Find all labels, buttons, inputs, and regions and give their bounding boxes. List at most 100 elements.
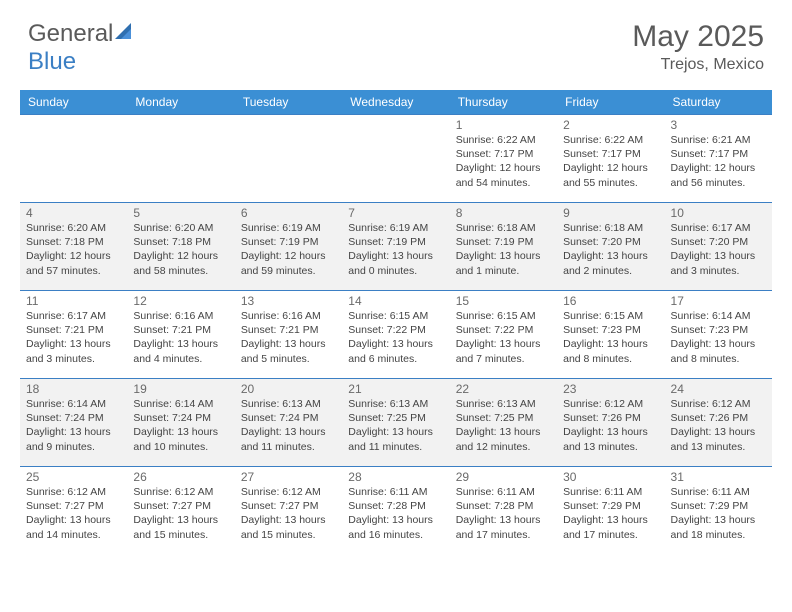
sunrise-line: Sunrise: 6:19 AM bbox=[348, 221, 443, 235]
daylight-line: Daylight: 12 hours and 59 minutes. bbox=[241, 249, 336, 277]
sunrise-line: Sunrise: 6:12 AM bbox=[133, 485, 228, 499]
day-number: 14 bbox=[348, 294, 443, 308]
sunrise-line: Sunrise: 6:15 AM bbox=[348, 309, 443, 323]
day-number: 15 bbox=[456, 294, 551, 308]
calendar-cell: 26Sunrise: 6:12 AMSunset: 7:27 PMDayligh… bbox=[127, 467, 234, 555]
day-number: 8 bbox=[456, 206, 551, 220]
day-number: 30 bbox=[563, 470, 658, 484]
calendar-cell bbox=[342, 115, 449, 203]
daylight-line: Daylight: 13 hours and 9 minutes. bbox=[26, 425, 121, 453]
location-label: Trejos, Mexico bbox=[632, 56, 764, 74]
sunset-line: Sunset: 7:25 PM bbox=[456, 411, 551, 425]
daylight-line: Daylight: 13 hours and 17 minutes. bbox=[456, 513, 551, 541]
weekday-sunday: Sunday bbox=[20, 90, 127, 115]
sunrise-line: Sunrise: 6:13 AM bbox=[241, 397, 336, 411]
sunrise-line: Sunrise: 6:12 AM bbox=[26, 485, 121, 499]
sunrise-line: Sunrise: 6:15 AM bbox=[563, 309, 658, 323]
daylight-line: Daylight: 12 hours and 56 minutes. bbox=[671, 161, 766, 189]
calendar-row: 18Sunrise: 6:14 AMSunset: 7:24 PMDayligh… bbox=[20, 379, 772, 467]
day-number: 27 bbox=[241, 470, 336, 484]
sunrise-line: Sunrise: 6:11 AM bbox=[563, 485, 658, 499]
sunrise-line: Sunrise: 6:11 AM bbox=[671, 485, 766, 499]
calendar-cell: 11Sunrise: 6:17 AMSunset: 7:21 PMDayligh… bbox=[20, 291, 127, 379]
sunset-line: Sunset: 7:28 PM bbox=[456, 499, 551, 513]
sunrise-line: Sunrise: 6:12 AM bbox=[671, 397, 766, 411]
day-number: 6 bbox=[241, 206, 336, 220]
daylight-line: Daylight: 12 hours and 54 minutes. bbox=[456, 161, 551, 189]
calendar-cell: 16Sunrise: 6:15 AMSunset: 7:23 PMDayligh… bbox=[557, 291, 664, 379]
day-number: 9 bbox=[563, 206, 658, 220]
daylight-line: Daylight: 13 hours and 15 minutes. bbox=[133, 513, 228, 541]
calendar-cell: 3Sunrise: 6:21 AMSunset: 7:17 PMDaylight… bbox=[665, 115, 772, 203]
sunrise-line: Sunrise: 6:11 AM bbox=[348, 485, 443, 499]
calendar-cell: 1Sunrise: 6:22 AMSunset: 7:17 PMDaylight… bbox=[450, 115, 557, 203]
calendar-cell: 4Sunrise: 6:20 AMSunset: 7:18 PMDaylight… bbox=[20, 203, 127, 291]
logo-word-b: Blue bbox=[28, 48, 76, 75]
daylight-line: Daylight: 13 hours and 10 minutes. bbox=[133, 425, 228, 453]
calendar-cell: 5Sunrise: 6:20 AMSunset: 7:18 PMDaylight… bbox=[127, 203, 234, 291]
calendar-cell: 29Sunrise: 6:11 AMSunset: 7:28 PMDayligh… bbox=[450, 467, 557, 555]
day-number: 4 bbox=[26, 206, 121, 220]
calendar-cell: 23Sunrise: 6:12 AMSunset: 7:26 PMDayligh… bbox=[557, 379, 664, 467]
calendar-cell: 8Sunrise: 6:18 AMSunset: 7:19 PMDaylight… bbox=[450, 203, 557, 291]
calendar-body: 1Sunrise: 6:22 AMSunset: 7:17 PMDaylight… bbox=[20, 115, 772, 555]
sunrise-line: Sunrise: 6:21 AM bbox=[671, 133, 766, 147]
daylight-line: Daylight: 13 hours and 5 minutes. bbox=[241, 337, 336, 365]
sunrise-line: Sunrise: 6:20 AM bbox=[26, 221, 121, 235]
weekday-tuesday: Tuesday bbox=[235, 90, 342, 115]
daylight-line: Daylight: 13 hours and 11 minutes. bbox=[241, 425, 336, 453]
calendar-cell: 10Sunrise: 6:17 AMSunset: 7:20 PMDayligh… bbox=[665, 203, 772, 291]
daylight-line: Daylight: 13 hours and 0 minutes. bbox=[348, 249, 443, 277]
calendar-table: Sunday Monday Tuesday Wednesday Thursday… bbox=[20, 90, 772, 555]
calendar-cell: 6Sunrise: 6:19 AMSunset: 7:19 PMDaylight… bbox=[235, 203, 342, 291]
sunset-line: Sunset: 7:24 PM bbox=[133, 411, 228, 425]
day-number: 13 bbox=[241, 294, 336, 308]
calendar-cell bbox=[20, 115, 127, 203]
sail-icon bbox=[115, 20, 137, 48]
calendar-row: 4Sunrise: 6:20 AMSunset: 7:18 PMDaylight… bbox=[20, 203, 772, 291]
calendar-cell: 7Sunrise: 6:19 AMSunset: 7:19 PMDaylight… bbox=[342, 203, 449, 291]
sunrise-line: Sunrise: 6:18 AM bbox=[456, 221, 551, 235]
calendar-cell: 17Sunrise: 6:14 AMSunset: 7:23 PMDayligh… bbox=[665, 291, 772, 379]
daylight-line: Daylight: 12 hours and 55 minutes. bbox=[563, 161, 658, 189]
calendar-cell: 19Sunrise: 6:14 AMSunset: 7:24 PMDayligh… bbox=[127, 379, 234, 467]
daylight-line: Daylight: 13 hours and 7 minutes. bbox=[456, 337, 551, 365]
sunset-line: Sunset: 7:24 PM bbox=[26, 411, 121, 425]
calendar-cell: 13Sunrise: 6:16 AMSunset: 7:21 PMDayligh… bbox=[235, 291, 342, 379]
sunrise-line: Sunrise: 6:13 AM bbox=[348, 397, 443, 411]
sunset-line: Sunset: 7:19 PM bbox=[348, 235, 443, 249]
calendar-cell: 18Sunrise: 6:14 AMSunset: 7:24 PMDayligh… bbox=[20, 379, 127, 467]
day-number: 10 bbox=[671, 206, 766, 220]
daylight-line: Daylight: 13 hours and 2 minutes. bbox=[563, 249, 658, 277]
sunset-line: Sunset: 7:18 PM bbox=[133, 235, 228, 249]
day-number: 28 bbox=[348, 470, 443, 484]
calendar-cell: 24Sunrise: 6:12 AMSunset: 7:26 PMDayligh… bbox=[665, 379, 772, 467]
daylight-line: Daylight: 13 hours and 4 minutes. bbox=[133, 337, 228, 365]
day-number: 16 bbox=[563, 294, 658, 308]
sunset-line: Sunset: 7:26 PM bbox=[563, 411, 658, 425]
day-number: 5 bbox=[133, 206, 228, 220]
day-number: 25 bbox=[26, 470, 121, 484]
daylight-line: Daylight: 13 hours and 12 minutes. bbox=[456, 425, 551, 453]
day-number: 29 bbox=[456, 470, 551, 484]
daylight-line: Daylight: 13 hours and 1 minute. bbox=[456, 249, 551, 277]
day-number: 7 bbox=[348, 206, 443, 220]
title-block: May 2025 Trejos, Mexico bbox=[632, 20, 764, 74]
sunset-line: Sunset: 7:17 PM bbox=[671, 147, 766, 161]
sunrise-line: Sunrise: 6:15 AM bbox=[456, 309, 551, 323]
daylight-line: Daylight: 12 hours and 57 minutes. bbox=[26, 249, 121, 277]
sunset-line: Sunset: 7:29 PM bbox=[563, 499, 658, 513]
calendar-row: 11Sunrise: 6:17 AMSunset: 7:21 PMDayligh… bbox=[20, 291, 772, 379]
weekday-wednesday: Wednesday bbox=[342, 90, 449, 115]
daylight-line: Daylight: 13 hours and 17 minutes. bbox=[563, 513, 658, 541]
logo-word-a: General bbox=[28, 20, 113, 47]
sunset-line: Sunset: 7:18 PM bbox=[26, 235, 121, 249]
sunset-line: Sunset: 7:17 PM bbox=[456, 147, 551, 161]
calendar-cell: 9Sunrise: 6:18 AMSunset: 7:20 PMDaylight… bbox=[557, 203, 664, 291]
sunset-line: Sunset: 7:21 PM bbox=[241, 323, 336, 337]
sunset-line: Sunset: 7:19 PM bbox=[241, 235, 336, 249]
sunrise-line: Sunrise: 6:12 AM bbox=[563, 397, 658, 411]
daylight-line: Daylight: 13 hours and 18 minutes. bbox=[671, 513, 766, 541]
sunset-line: Sunset: 7:22 PM bbox=[348, 323, 443, 337]
sunrise-line: Sunrise: 6:11 AM bbox=[456, 485, 551, 499]
